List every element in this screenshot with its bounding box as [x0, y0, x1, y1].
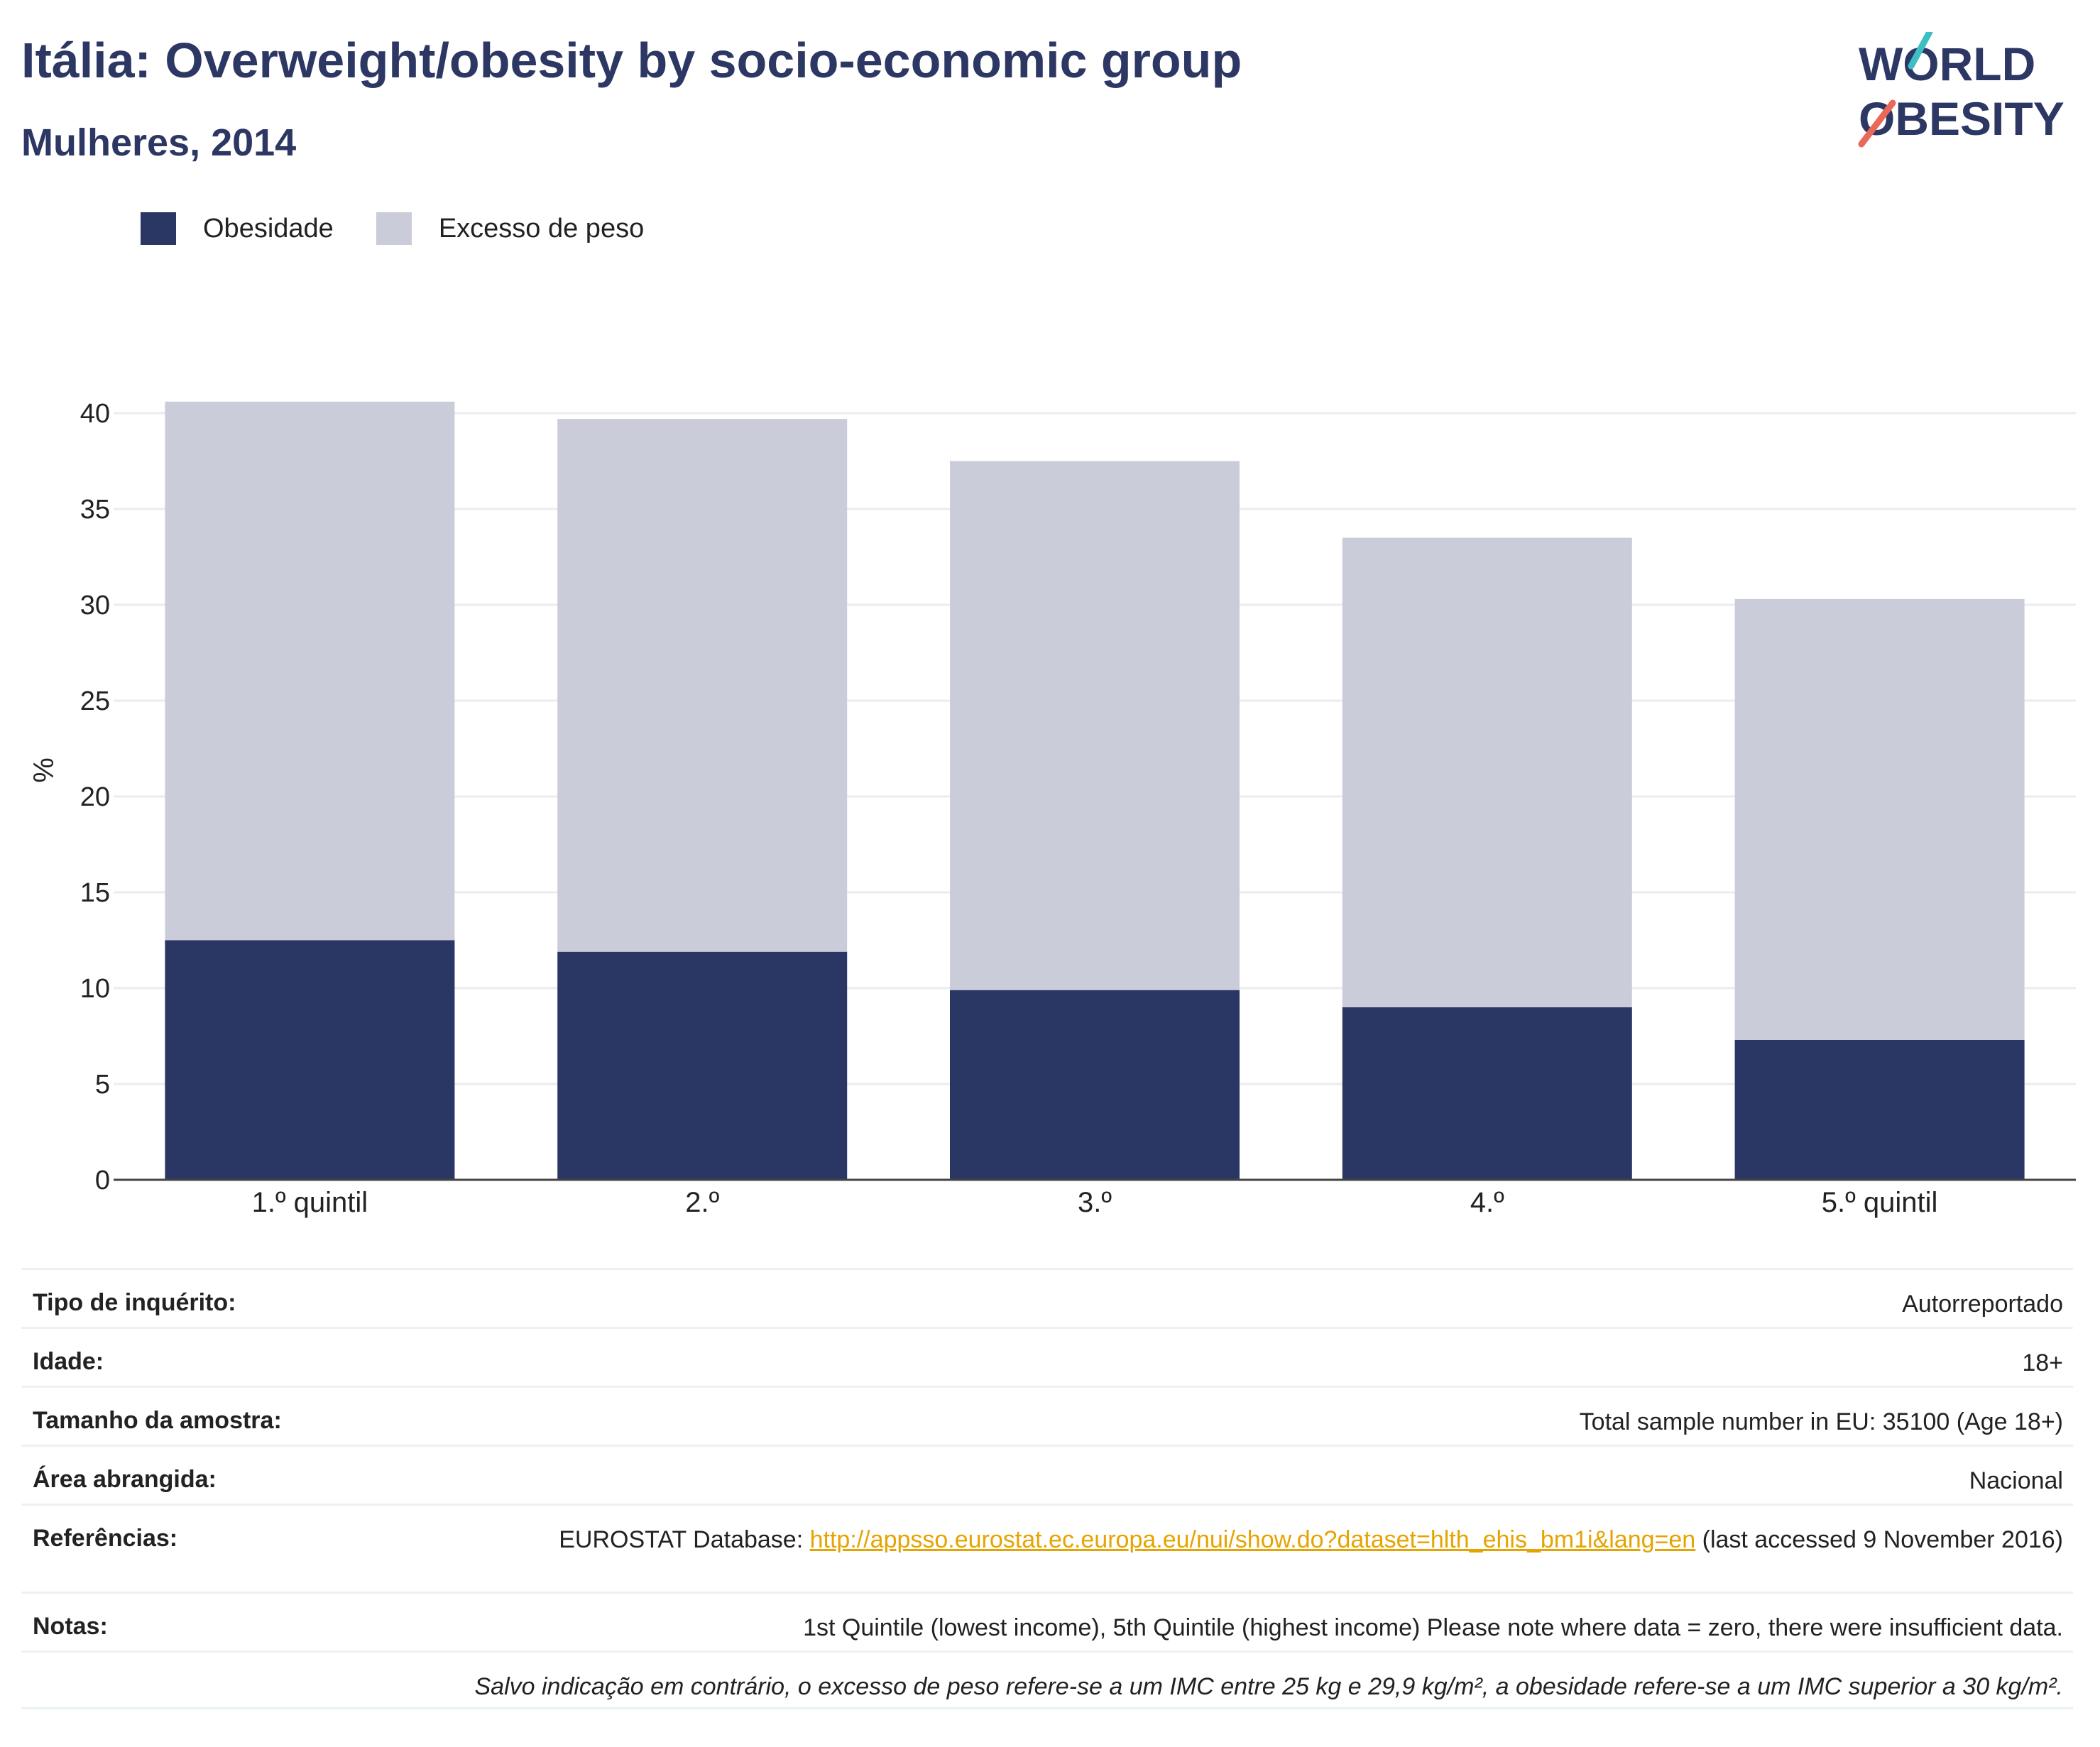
x-tick-label: 3.º [1078, 1187, 1112, 1218]
bar-obesidade-1[interactable] [165, 940, 455, 1181]
survey-type-value: Autorreportado [1902, 1291, 2063, 1318]
references-link[interactable]: http://appsso.eurostat.ec.europa.eu/nui/… [809, 1526, 1696, 1553]
meta-row-footnote: Salvo indicação em contrário, o excesso … [21, 1650, 2073, 1709]
logo-slash-teal [1908, 32, 1933, 70]
bar-excesso-de-peso-1[interactable] [165, 401, 455, 941]
y-tick-label: 20 [80, 782, 110, 812]
bar-excesso-de-peso-5[interactable] [1734, 598, 2025, 1040]
logo-slash-red [1858, 99, 1896, 148]
chart-legend: Obesidade Excesso de peso [141, 207, 687, 250]
references-value: EUROSTAT Database: http://appsso.eurosta… [559, 1525, 2063, 1555]
sample-size-value: Total sample number in EU: 35100 (Age 18… [1579, 1408, 2063, 1435]
y-tick-label: 40 [80, 399, 110, 429]
sample-size-label: Tamanho da amostra: [33, 1407, 282, 1434]
legend-label-excesso-de-peso: Excesso de peso [438, 213, 645, 243]
footnote-text: Salvo indicação em contrário, o excesso … [474, 1673, 2063, 1700]
metadata-table: Tipo de inquérito: Autorreportado Idade:… [21, 1268, 2073, 1709]
bar-obesidade-3[interactable] [950, 990, 1240, 1180]
meta-row-area: Área abrangida: Nacional [21, 1445, 2073, 1504]
references-prefix: EUROSTAT Database: [559, 1526, 810, 1553]
bar-excesso-de-peso-3[interactable] [950, 461, 1240, 990]
references-label: Referências: [33, 1525, 178, 1552]
notes-label: Notas: [33, 1613, 108, 1640]
survey-type-label: Tipo de inquérito: [33, 1289, 236, 1316]
x-tick-label: 5.º quintil [1822, 1187, 1938, 1218]
age-label: Idade: [33, 1348, 104, 1375]
y-tick-label: 30 [80, 591, 110, 620]
bar-obesidade-2[interactable] [557, 951, 848, 1180]
logo-line2: OBESITY [1859, 92, 2065, 145]
chart-subtitle: Mulheres, 2014 [21, 121, 297, 164]
meta-row-survey-type: Tipo de inquérito: Autorreportado [21, 1268, 2073, 1327]
notes-value: 1st Quintile (lowest income), 5th Quinti… [803, 1614, 2063, 1641]
y-tick-label: 10 [80, 974, 110, 1004]
logo-line1: WORLD [1859, 38, 2035, 90]
x-tick-label: 1.º quintil [252, 1187, 368, 1218]
y-tick-label: 35 [80, 495, 110, 525]
meta-row-age: Idade: 18+ [21, 1327, 2073, 1386]
axis-layer: 0 5 10 15 20 25 30 35 40% 1.º quintil 2.º 3.º 4.º 5.º… [28, 399, 2076, 1218]
legend-item-obesidade[interactable]: Obesidade [141, 212, 334, 245]
area-label: Área abrangida: [33, 1466, 217, 1493]
legend-label-obesidade: Obesidade [203, 213, 334, 243]
legend-swatch-obesidade [141, 212, 176, 245]
meta-row-sample-size: Tamanho da amostra: Total sample number … [21, 1386, 2073, 1445]
area-value: Nacional [1969, 1467, 2063, 1494]
bar-excesso-de-peso-2[interactable] [557, 419, 848, 952]
chart-title: Itália: Overweight/obesity by socio-econ… [21, 33, 1242, 88]
references-suffix: (last accessed 9 November 2016) [1695, 1526, 2063, 1553]
meta-row-references: Referências: EUROSTAT Database: http://a… [21, 1504, 2073, 1592]
age-value: 18+ [2022, 1349, 2063, 1376]
bar-excesso-de-peso-4[interactable] [1342, 537, 1632, 1008]
bars-layer [165, 401, 2025, 1181]
x-tick-label: 2.º [685, 1187, 719, 1218]
y-axis-label: % [28, 757, 60, 783]
bar-chart: 0 5 10 15 20 25 30 35 40% 1.º quintil 2.º 3.º 4.º 5.º… [28, 399, 2076, 1218]
bar-obesidade-4[interactable] [1342, 1007, 1632, 1180]
world-obesity-logo: WORLD OBESITY [1858, 32, 2065, 148]
y-tick-label: 25 [80, 686, 110, 716]
bar-obesidade-5[interactable] [1734, 1039, 2025, 1180]
legend-item-excesso-de-peso[interactable]: Excesso de peso [376, 212, 644, 245]
x-tick-label: 4.º [1470, 1187, 1504, 1218]
y-tick-label: 0 [95, 1166, 110, 1195]
legend-swatch-excesso-de-peso [376, 212, 412, 245]
y-tick-label: 5 [95, 1070, 110, 1100]
y-tick-label: 15 [80, 878, 110, 908]
meta-row-notes: Notas: 1st Quintile (lowest income), 5th… [21, 1592, 2073, 1650]
